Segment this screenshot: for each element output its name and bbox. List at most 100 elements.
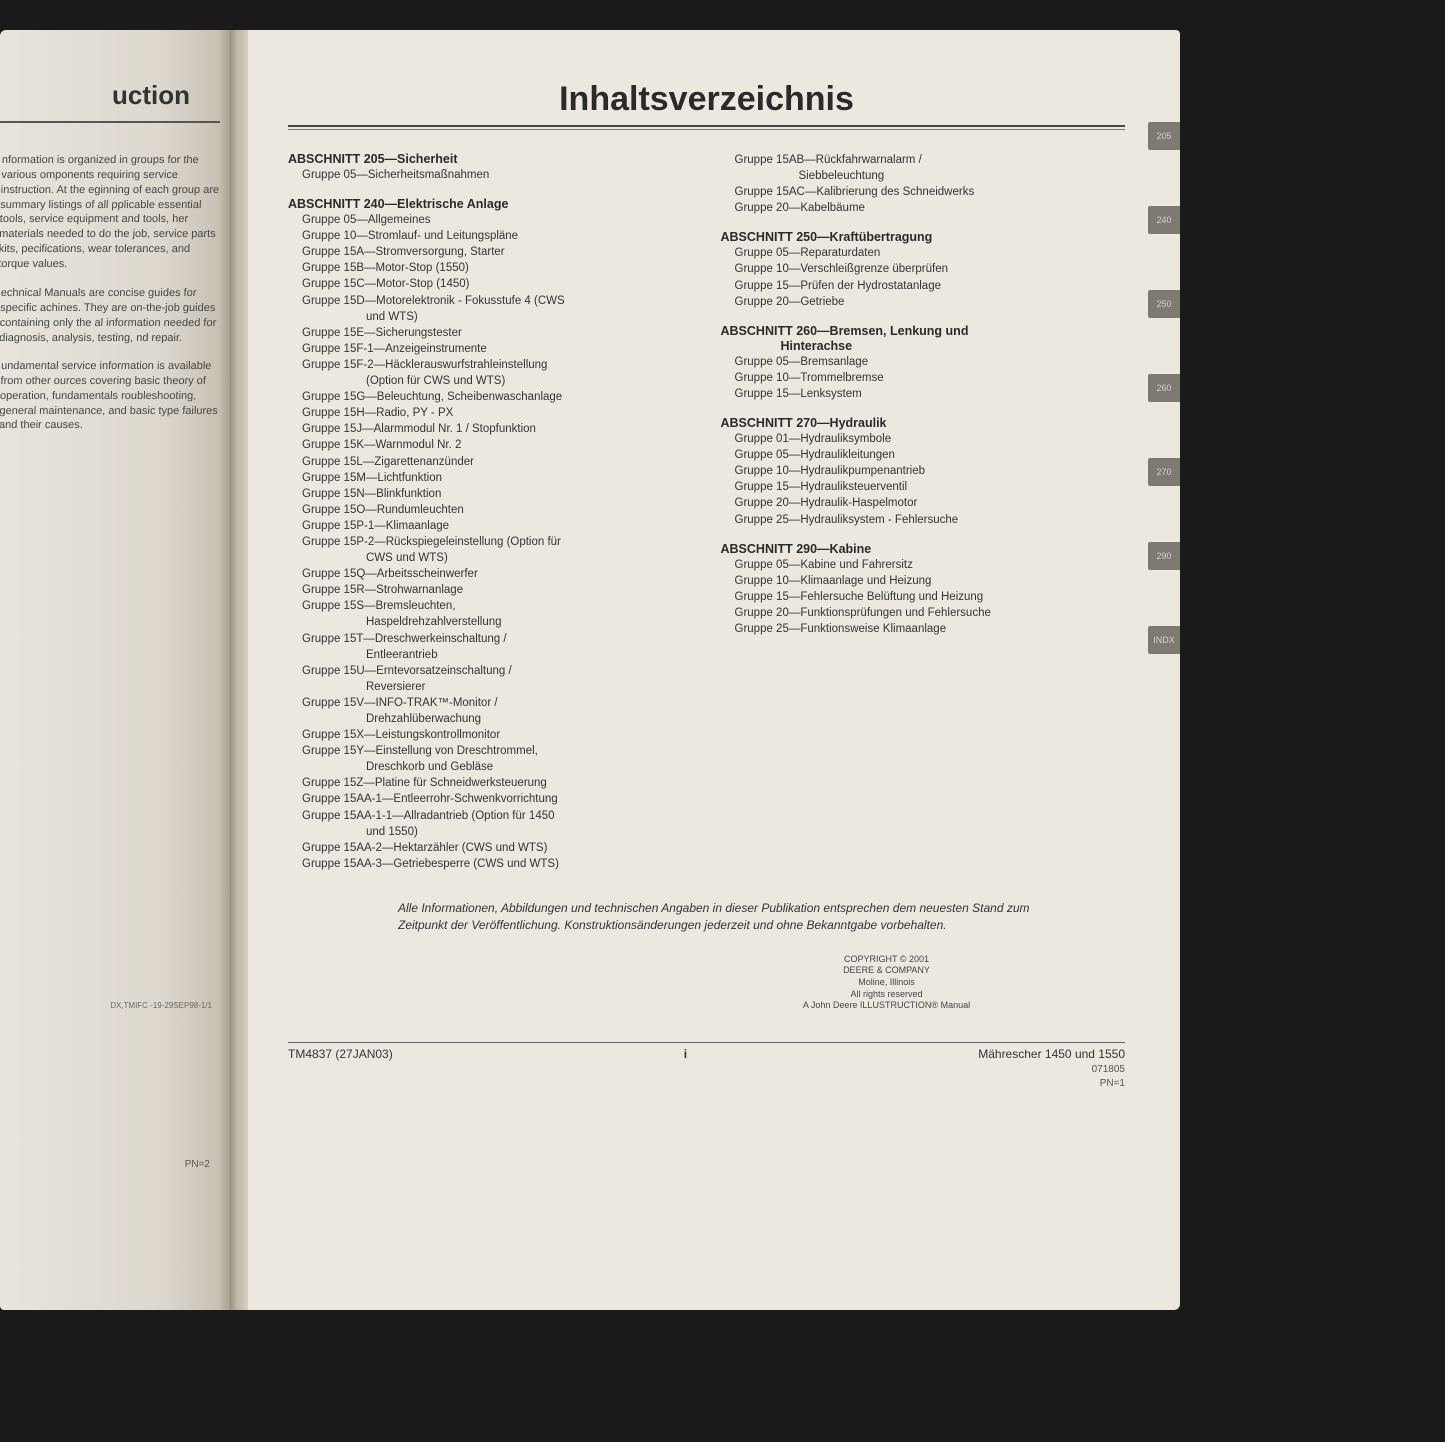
toc-group-entry: Gruppe 15N—Blinkfunktion <box>288 486 693 502</box>
toc-group-entry: Gruppe 15Q—Arbeitsscheinwerfer <box>288 566 693 582</box>
toc-group-entry: Gruppe 05—Allgemeines <box>288 212 693 228</box>
toc-group-entry: Gruppe 15AA-2—Hektarzähler (CWS und WTS) <box>288 840 693 856</box>
toc-group-entry: Gruppe 05—Sicherheitsmaßnahmen <box>288 167 693 183</box>
toc-group-continuation: Dreschkorb und Gebläse <box>288 759 693 775</box>
toc-group-entry: Gruppe 15X—Leistungskontrollmonitor <box>288 727 693 743</box>
toc-group-entry: Gruppe 15D—Motorelektronik - Fokusstufe … <box>288 293 693 309</box>
toc-group-entry: Gruppe 15F-2—Häcklerauswurfstrahleinstel… <box>288 357 693 373</box>
toc-group-entry: Gruppe 01—Hydrauliksymbole <box>721 431 1126 447</box>
toc-group-entry: Gruppe 15AB—Rückfahrwarnalarm / <box>721 152 1126 168</box>
section-heading-continuation: Hinterachse <box>721 339 1126 353</box>
toc-group-entry: Gruppe 15K—Warnmodul Nr. 2 <box>288 437 693 453</box>
section-heading: ABSCHNITT 290—Kabine <box>721 542 1126 556</box>
section-heading: ABSCHNITT 250—Kraftübertragung <box>721 230 1126 244</box>
toc-group-entry: Gruppe 15Y—Einstellung von Dreschtrommel… <box>288 743 693 759</box>
toc-group-entry: Gruppe 15S—Bremsleuchten, <box>288 598 693 614</box>
toc-group-entry: Gruppe 05—Reparaturdaten <box>721 245 1126 261</box>
toc-title: Inhaltsverzeichnis <box>288 80 1125 119</box>
section-tab: 290 <box>1148 542 1180 570</box>
book-spread: uction nformation is organized in groups… <box>0 30 1180 1310</box>
disclaimer-text: Alle Informationen, Abbildungen und tech… <box>398 900 1065 934</box>
title-rule <box>0 121 220 123</box>
footer-right-code: 071805 <box>1092 1064 1125 1075</box>
toc-rule-2 <box>288 129 1125 130</box>
copyright-line: All rights reserved <box>648 989 1125 1001</box>
left-page-title-fragment: uction <box>0 80 220 111</box>
toc-group-entry: Gruppe 15P-2—Rückspiegeleinstellung (Opt… <box>288 534 693 550</box>
toc-group-entry: Gruppe 05—Kabine und Fahrersitz <box>721 557 1126 573</box>
left-page: uction nformation is organized in groups… <box>0 30 230 1310</box>
section-tab: 270 <box>1148 458 1180 486</box>
book-spine <box>230 30 248 1310</box>
section-heading: ABSCHNITT 260—Bremsen, Lenkung und <box>721 324 1126 338</box>
toc-group-entry: Gruppe 15U—Erntevorsatzeinschaltung / <box>288 663 693 679</box>
toc-group-entry: Gruppe 15R—Strohwarnanlage <box>288 582 693 598</box>
toc-group-entry: Gruppe 15F-1—Anzeigeinstrumente <box>288 341 693 357</box>
toc-group-entry: Gruppe 10—Stromlauf- und Leitungspläne <box>288 228 693 244</box>
toc-group-entry: Gruppe 15G—Beleuchtung, Scheibenwaschanl… <box>288 389 693 405</box>
toc-group-entry: Gruppe 15P-1—Klimaanlage <box>288 518 693 534</box>
toc-group-entry: Gruppe 05—Bremsanlage <box>721 354 1126 370</box>
right-page: 205 240 250 260 270 290 INDX Inhaltsverzeichni… <box>248 30 1180 1310</box>
section-tab: 260 <box>1148 374 1180 402</box>
toc-group-entry: Gruppe 10—Hydraulikpumpenantrieb <box>721 463 1126 479</box>
left-page-paragraph: echnical Manuals are concise guides for … <box>0 286 221 345</box>
toc-group-continuation: und WTS) <box>288 309 693 325</box>
toc-group-entry: Gruppe 15O—Rundumleuchten <box>288 502 693 518</box>
section-heading: ABSCHNITT 240—Elektrische Anlage <box>288 197 693 211</box>
left-footer-code: DX,TMIFC -19-29SEP98-1/1 <box>110 1001 212 1010</box>
toc-group-entry: Gruppe 20—Funktionsprüfungen und Fehlers… <box>721 605 1126 621</box>
toc-group-entry: Gruppe 15L—Zigarettenanzünder <box>288 454 693 470</box>
toc-group-entry: Gruppe 15C—Motor-Stop (1450) <box>288 276 693 292</box>
toc-rule-1 <box>288 125 1125 127</box>
toc-group-continuation: und 1550) <box>288 824 693 840</box>
section-tab: INDX <box>1148 626 1180 654</box>
toc-group-entry: Gruppe 15M—Lichtfunktion <box>288 470 693 486</box>
left-page-paragraph: undamental service information is availa… <box>0 359 221 433</box>
toc-group-entry: Gruppe 15AA-3—Getriebesperre (CWS und WT… <box>288 856 693 872</box>
toc-group-entry: Gruppe 20—Kabelbäume <box>721 200 1126 216</box>
toc-group-entry: Gruppe 15T—Dreschwerkeinschaltung / <box>288 631 693 647</box>
footer-right: Mährescher 1450 und 1550 071805 PN=1 <box>978 1047 1125 1089</box>
toc-group-entry: Gruppe 10—Trommelbremse <box>721 370 1126 386</box>
toc-group-entry: Gruppe 15J—Alarmmodul Nr. 1 / Stopfunkti… <box>288 421 693 437</box>
toc-group-entry: Gruppe 15H—Radio, PY - PX <box>288 405 693 421</box>
toc-group-entry: Gruppe 15AA-1—Entleerrohr-Schwenkvorrich… <box>288 791 693 807</box>
toc-group-continuation: CWS und WTS) <box>288 550 693 566</box>
copyright-line: DEERE & COMPANY <box>648 965 1125 977</box>
section-tab: 240 <box>1148 206 1180 234</box>
toc-group-continuation: Drehzahlüberwachung <box>288 711 693 727</box>
toc-group-entry: Gruppe 05—Hydraulikleitungen <box>721 447 1126 463</box>
toc-group-continuation: Siebbeleuchtung <box>721 168 1126 184</box>
copyright-block: COPYRIGHT © 2001DEERE & COMPANYMoline, I… <box>648 954 1125 1012</box>
toc-group-entry: Gruppe 15AA-1-1—Allradantrieb (Option fü… <box>288 808 693 824</box>
toc-group-entry: Gruppe 15AC—Kalibrierung des Schneidwerk… <box>721 184 1126 200</box>
toc-group-entry: Gruppe 15—Prüfen der Hydrostatanlage <box>721 278 1126 294</box>
toc-group-entry: Gruppe 15E—Sicherungstester <box>288 325 693 341</box>
toc-group-entry: Gruppe 20—Hydraulik-Haspelmotor <box>721 495 1126 511</box>
toc-group-entry: Gruppe 20—Getriebe <box>721 294 1126 310</box>
toc-group-entry: Gruppe 15—Fehlersuche Belüftung und Heiz… <box>721 589 1126 605</box>
left-page-paragraph: nformation is organized in groups for th… <box>0 153 222 272</box>
section-heading: ABSCHNITT 205—Sicherheit <box>288 152 693 166</box>
toc-group-entry: Gruppe 25—Hydrauliksystem - Fehlersuche <box>721 512 1126 528</box>
toc-group-entry: Gruppe 15—Hydrauliksteuerventil <box>721 479 1126 495</box>
toc-group-entry: Gruppe 15Z—Platine für Schneidwerksteuer… <box>288 775 693 791</box>
toc-group-entry: Gruppe 15V—INFO-TRAK™-Monitor / <box>288 695 693 711</box>
footer-doc-id: TM4837 (27JAN03) <box>288 1047 393 1089</box>
toc-group-entry: Gruppe 10—Verschleißgrenze überprüfen <box>721 261 1126 277</box>
section-tab: 250 <box>1148 290 1180 318</box>
toc-group-continuation: Entleerantrieb <box>288 647 693 663</box>
footer-page-number: PN=1 <box>1100 1078 1125 1089</box>
section-tab: 205 <box>1148 122 1180 150</box>
toc-group-entry: Gruppe 15—Lenksystem <box>721 386 1126 402</box>
copyright-line: COPYRIGHT © 2001 <box>648 954 1125 966</box>
toc-right-column: Gruppe 15AB—Rückfahrwarnalarm /Siebbeleu… <box>721 152 1126 872</box>
copyright-line: A John Deere ILLUSTRUCTION® Manual <box>648 1000 1125 1012</box>
section-heading: ABSCHNITT 270—Hydraulik <box>721 416 1126 430</box>
section-tabs: 205 240 250 260 270 290 INDX <box>1148 122 1180 710</box>
toc-group-continuation: Reversierer <box>288 679 693 695</box>
toc-group-continuation: Haspeldrehzahlverstellung <box>288 614 693 630</box>
footer-product-title: Mährescher 1450 und 1550 <box>978 1047 1125 1061</box>
toc-columns: ABSCHNITT 205—SicherheitGruppe 05—Sicher… <box>288 152 1125 872</box>
